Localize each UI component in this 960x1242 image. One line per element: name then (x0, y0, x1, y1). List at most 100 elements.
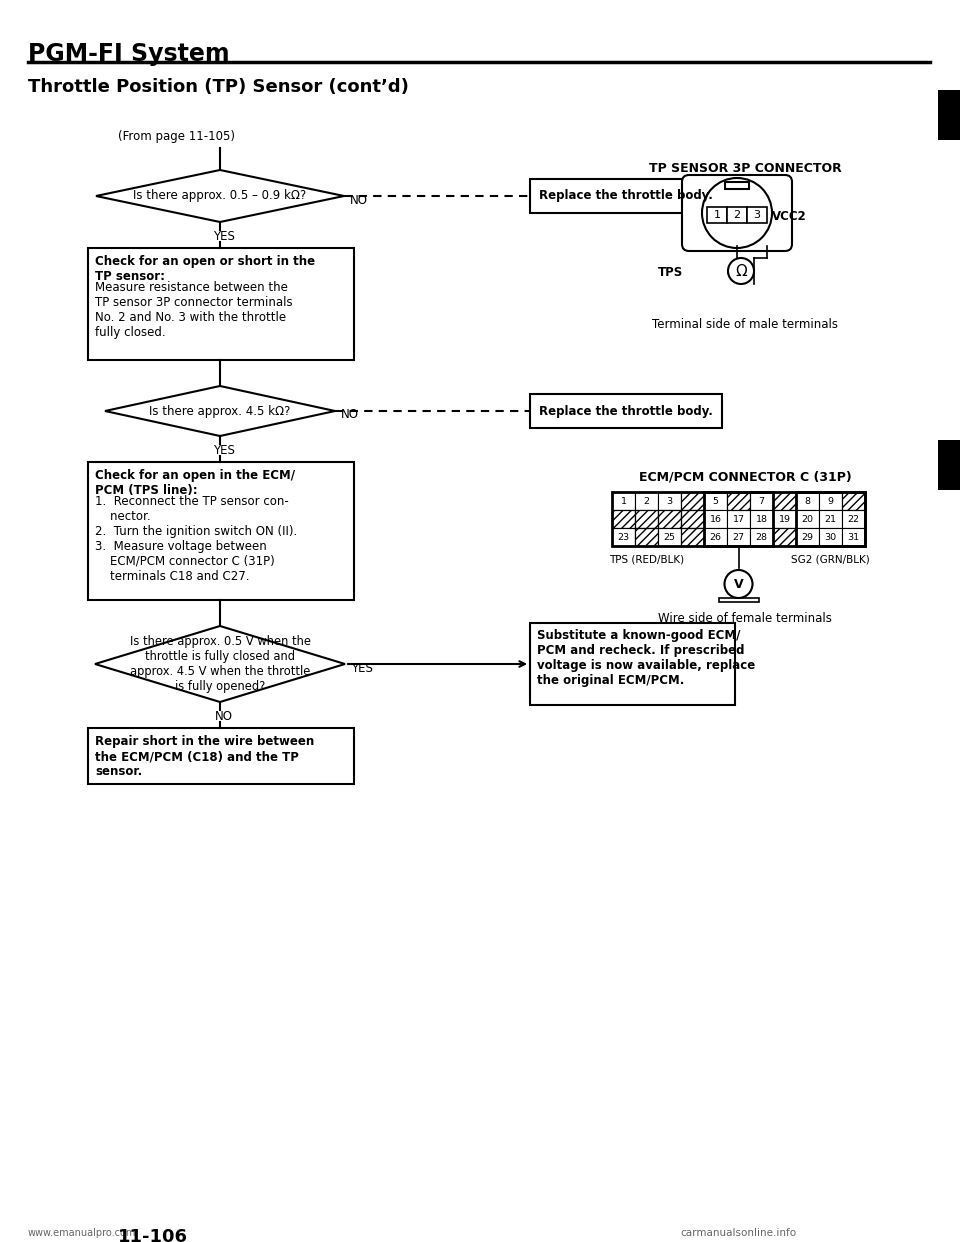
Bar (773, 510, 796, 528)
Bar (635, 510, 658, 528)
Bar (842, 510, 865, 528)
Bar (635, 528, 658, 546)
Text: 22: 22 (848, 514, 859, 523)
Text: 1: 1 (713, 210, 721, 220)
Text: VCC2: VCC2 (772, 210, 806, 224)
Text: (From page 11-105): (From page 11-105) (118, 130, 235, 143)
Bar (938, 89, 960, 140)
Bar (704, 510, 727, 528)
Bar (938, 440, 960, 491)
Text: 5: 5 (712, 497, 718, 505)
Bar (727, 492, 750, 510)
Bar (750, 528, 773, 546)
FancyBboxPatch shape (747, 207, 767, 224)
Bar (658, 510, 681, 528)
Bar (718, 597, 758, 602)
Bar (773, 528, 796, 546)
Bar (773, 492, 796, 510)
Bar (658, 492, 681, 510)
FancyBboxPatch shape (682, 175, 792, 251)
Text: Throttle Position (TP) Sensor (cont’d): Throttle Position (TP) Sensor (cont’d) (28, 78, 409, 96)
Text: 8: 8 (804, 497, 810, 505)
Text: 31: 31 (848, 533, 859, 542)
Text: 1: 1 (620, 497, 627, 505)
Text: Terminal side of male terminals: Terminal side of male terminals (652, 318, 838, 332)
FancyBboxPatch shape (88, 248, 354, 360)
Text: 3: 3 (754, 210, 760, 220)
Bar (681, 528, 704, 546)
Circle shape (725, 570, 753, 597)
Text: Ω: Ω (735, 263, 747, 278)
Text: PGM-FI System: PGM-FI System (28, 42, 229, 66)
Text: 2: 2 (733, 210, 740, 220)
Text: NO: NO (341, 409, 359, 421)
FancyBboxPatch shape (707, 207, 727, 224)
Bar (727, 510, 750, 528)
Bar (612, 510, 635, 528)
Text: Repair short in the wire between
the ECM/PCM (C18) and the TP
sensor.: Repair short in the wire between the ECM… (95, 735, 314, 777)
Bar (773, 528, 796, 546)
Text: YES: YES (213, 230, 235, 243)
Bar (704, 492, 727, 510)
Text: 11-106: 11-106 (118, 1228, 188, 1242)
Bar (750, 510, 773, 528)
Text: 9: 9 (828, 497, 833, 505)
Bar (796, 528, 819, 546)
Text: ECM/PCM CONNECTOR C (31P): ECM/PCM CONNECTOR C (31P) (638, 469, 852, 483)
Text: Measure resistance between the
TP sensor 3P connector terminals
No. 2 and No. 3 : Measure resistance between the TP sensor… (95, 281, 293, 339)
Bar (612, 492, 865, 546)
Bar (635, 528, 658, 546)
Bar (681, 492, 704, 510)
Text: TPS: TPS (658, 266, 683, 278)
Polygon shape (105, 386, 335, 436)
FancyBboxPatch shape (725, 183, 749, 189)
Text: 29: 29 (802, 533, 813, 542)
Text: 27: 27 (732, 533, 745, 542)
Bar (612, 510, 635, 528)
Bar (796, 492, 819, 510)
Text: Wire side of female terminals: Wire side of female terminals (658, 612, 832, 625)
Text: TP SENSOR 3P CONNECTOR: TP SENSOR 3P CONNECTOR (649, 161, 841, 175)
Text: Replace the throttle body.: Replace the throttle body. (540, 190, 713, 202)
Text: 25: 25 (663, 533, 676, 542)
Bar (681, 528, 704, 546)
Text: Check for an open or short in the
TP sensor:: Check for an open or short in the TP sen… (95, 255, 315, 283)
Text: SG2 (GRN/BLK): SG2 (GRN/BLK) (791, 554, 870, 564)
Text: 23: 23 (617, 533, 630, 542)
FancyBboxPatch shape (530, 623, 735, 705)
FancyBboxPatch shape (727, 207, 747, 224)
Text: NO: NO (215, 710, 233, 723)
Bar (704, 528, 727, 546)
Bar (842, 492, 865, 510)
Text: Is there approx. 0.5 V when the
throttle is fully closed and
approx. 4.5 V when : Is there approx. 0.5 V when the throttle… (130, 635, 310, 693)
Text: 16: 16 (709, 514, 722, 523)
Text: Check for an open in the ECM/
PCM (TPS line):: Check for an open in the ECM/ PCM (TPS l… (95, 469, 295, 497)
Text: YES: YES (351, 662, 372, 674)
Bar (842, 528, 865, 546)
Circle shape (728, 258, 754, 284)
Text: Is there approx. 4.5 kΩ?: Is there approx. 4.5 kΩ? (150, 405, 291, 417)
Text: www.emanualpro.com: www.emanualpro.com (28, 1228, 136, 1238)
Bar (727, 492, 750, 510)
Bar (681, 510, 704, 528)
Bar (635, 492, 658, 510)
Text: 19: 19 (779, 514, 790, 523)
Bar (796, 492, 865, 546)
Text: 18: 18 (756, 514, 767, 523)
Bar (796, 510, 819, 528)
Bar (612, 528, 635, 546)
Bar (819, 492, 842, 510)
Text: 26: 26 (709, 533, 722, 542)
Text: YES: YES (213, 443, 235, 457)
Bar (773, 492, 796, 510)
Text: Substitute a known-good ECM/
PCM and recheck. If prescribed
voltage is now avail: Substitute a known-good ECM/ PCM and rec… (537, 628, 756, 687)
Text: NO: NO (350, 194, 368, 206)
Bar (658, 528, 681, 546)
Polygon shape (95, 626, 345, 702)
FancyBboxPatch shape (88, 728, 354, 784)
Bar (819, 510, 842, 528)
Text: 3: 3 (666, 497, 673, 505)
Text: 20: 20 (802, 514, 813, 523)
Text: TPS (RED/BLK): TPS (RED/BLK) (609, 554, 684, 564)
Bar (750, 492, 773, 510)
